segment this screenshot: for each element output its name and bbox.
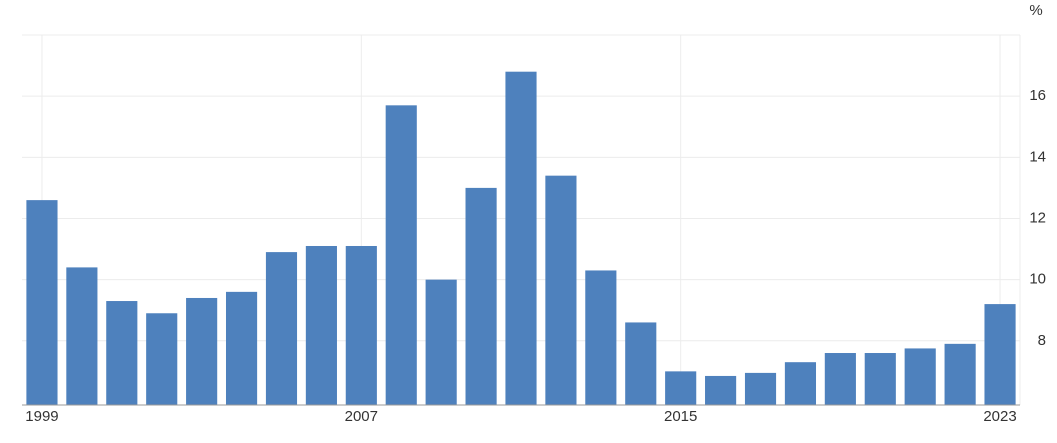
bar <box>265 252 298 405</box>
x-tick-label: 1999 <box>25 408 58 425</box>
x-tick-label: 2015 <box>664 408 697 425</box>
bar <box>225 291 258 405</box>
bar <box>66 267 98 405</box>
bar <box>784 362 817 405</box>
bar <box>545 175 577 405</box>
bar <box>585 270 617 405</box>
bar <box>345 245 377 405</box>
bar <box>744 372 777 405</box>
y-tick-label: 12 <box>1029 209 1046 226</box>
x-tick-label: 2007 <box>345 408 378 425</box>
bar <box>944 343 976 405</box>
bar <box>824 353 856 405</box>
bar <box>665 371 697 405</box>
bar <box>106 301 138 405</box>
bar <box>385 105 417 406</box>
bar <box>425 279 457 405</box>
unit-label: % <box>1029 2 1042 19</box>
bar <box>305 245 337 405</box>
bar <box>505 71 537 405</box>
y-tick-label: 16 <box>1029 87 1046 104</box>
bar <box>705 375 737 405</box>
y-tick-label: 10 <box>1029 271 1046 288</box>
x-tick-label: 2023 <box>983 408 1016 425</box>
y-tick-label: 8 <box>1038 332 1046 349</box>
bar <box>984 304 1016 405</box>
y-tick-label: 14 <box>1029 148 1046 165</box>
bar <box>465 187 497 405</box>
bar <box>625 322 657 405</box>
bar <box>26 200 58 405</box>
bar <box>186 297 218 405</box>
bar <box>146 313 178 405</box>
bar <box>864 353 896 405</box>
bar <box>904 348 936 405</box>
